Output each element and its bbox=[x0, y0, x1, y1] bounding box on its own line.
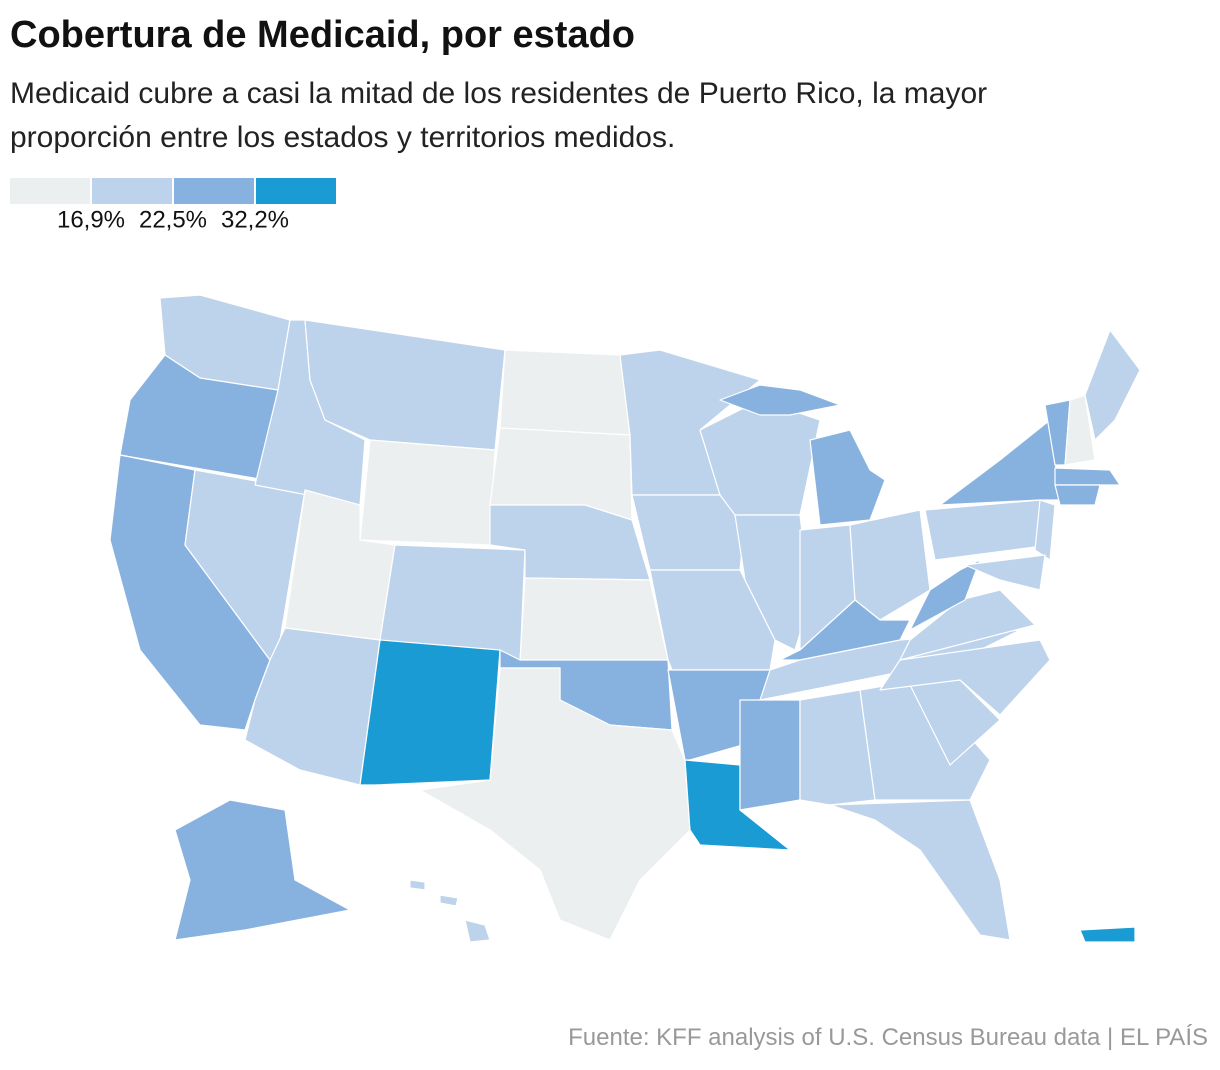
state bbox=[519, 577, 669, 661]
state bbox=[849, 509, 931, 621]
subtitle: Medicaid cubre a casi la mitad de los re… bbox=[10, 77, 988, 154]
legend-swatch bbox=[174, 178, 254, 204]
state bbox=[939, 419, 1061, 506]
legend-label: 16,9% bbox=[57, 206, 125, 233]
state bbox=[359, 639, 501, 786]
state bbox=[909, 559, 981, 631]
state bbox=[1079, 926, 1136, 943]
legend-swatch bbox=[10, 178, 90, 204]
state bbox=[359, 439, 496, 546]
state bbox=[499, 349, 631, 436]
state bbox=[1054, 484, 1101, 506]
state bbox=[1064, 394, 1096, 466]
legend: 16,9% 22,5% 32,2% bbox=[10, 178, 336, 233]
source: Fuente: KFF analysis of U.S. Census Bure… bbox=[568, 1024, 1208, 1051]
state bbox=[924, 499, 1051, 561]
state bbox=[719, 384, 841, 416]
state bbox=[1054, 467, 1121, 486]
legend-swatch bbox=[92, 178, 172, 204]
states bbox=[109, 294, 1141, 943]
state bbox=[439, 894, 459, 907]
state bbox=[829, 799, 1011, 941]
state bbox=[419, 667, 691, 941]
state bbox=[409, 879, 426, 891]
state bbox=[799, 689, 876, 806]
state bbox=[739, 699, 801, 811]
state bbox=[734, 514, 811, 651]
legend-label: 22,5% bbox=[139, 206, 207, 233]
state bbox=[1084, 329, 1141, 441]
state bbox=[174, 799, 351, 941]
state bbox=[879, 639, 1051, 716]
state bbox=[809, 429, 886, 526]
state bbox=[964, 554, 1046, 591]
state bbox=[1034, 499, 1056, 561]
title: Cobertura de Medicaid, por estado bbox=[10, 14, 635, 56]
legend-swatch bbox=[256, 178, 336, 204]
state bbox=[464, 919, 491, 943]
legend-label: 32,2% bbox=[221, 206, 289, 233]
